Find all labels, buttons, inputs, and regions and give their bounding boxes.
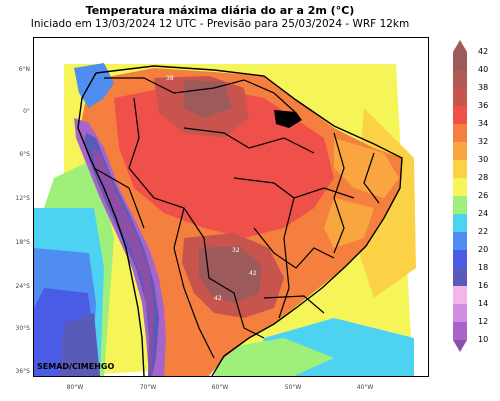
colorbar-tick-label: 12 <box>478 317 489 326</box>
lon-label: 70°W <box>139 384 157 391</box>
lon-label: 50°W <box>284 384 302 391</box>
colorbar-tick-label: 16 <box>478 281 489 290</box>
colorbar-tick-label: 42 <box>478 47 489 56</box>
colorbar-segment <box>453 70 467 89</box>
colorbar-segment <box>453 106 467 125</box>
lat-label: 36°S <box>15 368 30 375</box>
boundaries <box>93 77 380 359</box>
colorbar-max-arrow <box>453 40 467 52</box>
temperature-map-canvas: 38 32 42 42 <box>34 38 428 376</box>
contour-label: 38 <box>166 75 174 82</box>
contour-label: 42 <box>249 270 257 277</box>
contour-label: 32 <box>232 247 240 254</box>
colorbar-tick-label: 20 <box>478 245 489 254</box>
lon-label: 60°W <box>211 384 229 391</box>
colorbar-segment <box>453 160 467 179</box>
lat-label: 18°S <box>15 239 30 246</box>
colorbar-tick-label: 22 <box>478 227 489 236</box>
colorbar-tick-label: 10 <box>478 335 489 344</box>
lat-label: 12°S <box>15 195 30 202</box>
colorbar-tick-label: 24 <box>478 209 489 218</box>
lon-label: 80°W <box>66 384 84 391</box>
credit-label: SEMAD/CIMEHGO <box>37 362 115 371</box>
colorbar-segment <box>453 88 467 107</box>
lat-label: 6°N <box>18 66 30 73</box>
colorbar-segment <box>453 250 467 269</box>
colorbar-segment <box>453 214 467 233</box>
lon-label: 40°W <box>356 384 374 391</box>
coastline <box>77 65 403 376</box>
colorbar-tick-label: 36 <box>478 101 489 110</box>
colorbar-segment <box>453 304 467 323</box>
colorbar-tick-label: 30 <box>478 155 489 164</box>
colorbar-tick-label: 38 <box>478 83 489 92</box>
colorbar-segment <box>453 286 467 305</box>
colorbar-tick-label: 18 <box>478 263 489 272</box>
colorbar-segment <box>453 124 467 143</box>
colorbar <box>453 40 467 352</box>
colorbar-tick-label: 32 <box>478 137 489 146</box>
andes-strip <box>74 118 166 376</box>
map-title: Temperatura máxima diária do ar a 2m (°C… <box>85 4 355 17</box>
colorbar-segment <box>453 142 467 161</box>
lat-label: 24°S <box>15 283 30 290</box>
lat-label: 0° <box>23 108 30 115</box>
colorbar-tick-label: 14 <box>478 299 489 308</box>
map-subtitle: Iniciado em 13/03/2024 12 UTC - Previsão… <box>30 18 410 30</box>
colorbar-tick-label: 40 <box>478 65 489 74</box>
colorbar-segment <box>453 322 467 341</box>
colorbar-tick-label: 28 <box>478 173 489 182</box>
contour-label: 42 <box>214 295 222 302</box>
colorbar-tick-label: 34 <box>478 119 489 128</box>
colorbar-segment <box>453 52 467 71</box>
temperature-map[interactable]: 38 32 42 42 <box>33 37 429 377</box>
lat-label: 30°S <box>15 325 30 332</box>
colorbar-segment <box>453 268 467 287</box>
colorbar-min-arrow <box>453 340 467 352</box>
colorbar-segment <box>453 196 467 215</box>
colorbar-segment <box>453 178 467 197</box>
colorbar-tick-label: 26 <box>478 191 489 200</box>
colorbar-segment <box>453 232 467 251</box>
lat-label: 6°S <box>19 151 30 158</box>
